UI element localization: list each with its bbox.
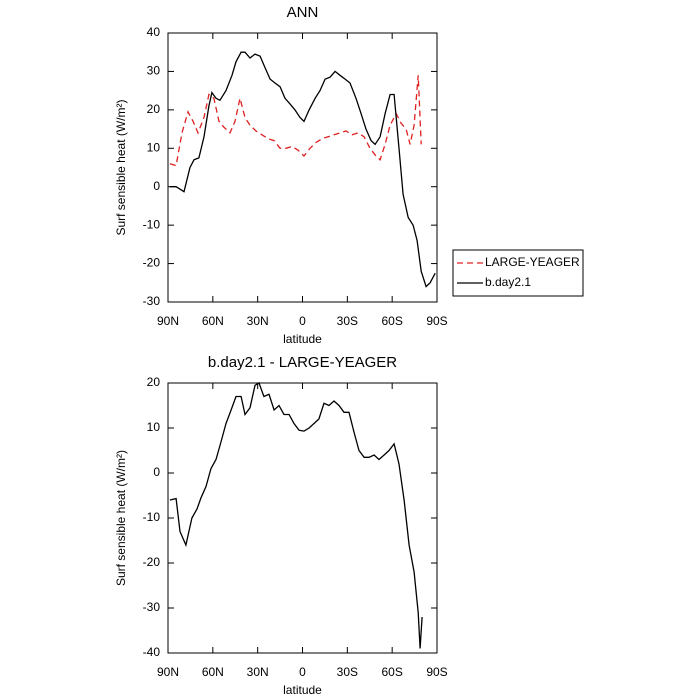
- x-axis-label: latitude: [283, 332, 322, 346]
- y-tick-label: 40: [147, 25, 161, 39]
- chart-title: ANN: [287, 4, 319, 21]
- y-tick-label: -20: [143, 256, 161, 270]
- x-tick-label: 60S: [381, 665, 402, 679]
- y-tick-label: 20: [147, 102, 161, 116]
- y-tick-label: 0: [153, 179, 160, 193]
- legend-box: [452, 249, 584, 297]
- y-tick-label: 10: [147, 420, 161, 434]
- legend-label: LARGE-YEAGER: [485, 255, 580, 269]
- y-tick-label: -40: [143, 645, 161, 659]
- y-tick-label: -30: [143, 294, 161, 308]
- y-tick-label: -10: [143, 510, 161, 524]
- chart-panel: ANN latitude Surf sensible heat (W/m²) 90N 6…: [114, 4, 584, 346]
- data-line: [169, 51, 436, 288]
- data-line: [169, 75, 422, 167]
- y-tick-label: -30: [143, 600, 161, 614]
- y-tick-label: 30: [147, 64, 161, 78]
- x-tick-label: 90N: [157, 314, 179, 328]
- x-axis-label: latitude: [283, 683, 322, 697]
- y-tick-label: 20: [147, 375, 161, 389]
- x-tick-label: 30N: [247, 665, 269, 679]
- plot-frame: [167, 32, 438, 303]
- x-tick-label: 0: [299, 665, 306, 679]
- y-tick-label: -10: [143, 217, 161, 231]
- x-tick-label: 30S: [337, 665, 358, 679]
- y-tick-label: 0: [153, 465, 160, 479]
- chart-panel: b.day2.1 - LARGE-YEAGER latitude Surf sens…: [114, 354, 448, 697]
- x-tick-label: 90N: [157, 665, 179, 679]
- legend-label: b.day2.1: [485, 275, 531, 289]
- chart-title: b.day2.1 - LARGE-YEAGER: [208, 354, 397, 371]
- y-tick-label: -20: [143, 555, 161, 569]
- y-axis-label: Surf sensible heat (W/m²): [114, 99, 128, 235]
- x-tick-label: 90S: [426, 665, 447, 679]
- x-tick-label: 60S: [381, 314, 402, 328]
- x-tick-label: 30S: [337, 314, 358, 328]
- x-tick-label: 30N: [247, 314, 269, 328]
- plot-frame: [167, 382, 438, 654]
- data-line: [169, 382, 423, 649]
- x-tick-label: 0: [299, 314, 306, 328]
- x-tick-label: 90S: [426, 314, 447, 328]
- x-tick-label: 60N: [202, 665, 224, 679]
- y-axis-label: Surf sensible heat (W/m²): [114, 450, 128, 586]
- y-tick-label: 10: [147, 140, 161, 154]
- x-tick-label: 60N: [202, 314, 224, 328]
